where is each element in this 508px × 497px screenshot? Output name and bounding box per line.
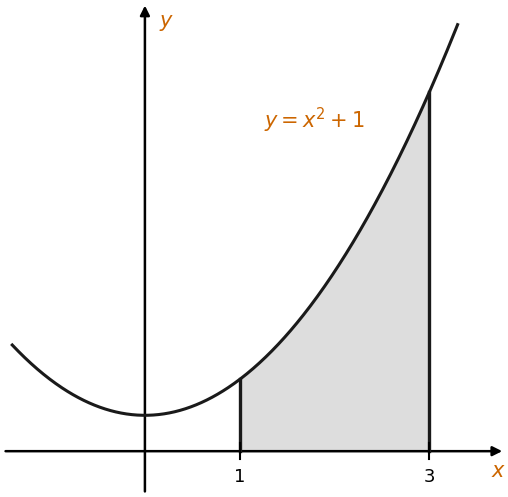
Text: 1: 1 bbox=[234, 468, 245, 486]
Text: $y = x^2 + 1$: $y = x^2 + 1$ bbox=[264, 106, 365, 135]
Text: x: x bbox=[491, 461, 503, 481]
Text: y: y bbox=[160, 11, 172, 31]
Text: 3: 3 bbox=[424, 468, 435, 486]
